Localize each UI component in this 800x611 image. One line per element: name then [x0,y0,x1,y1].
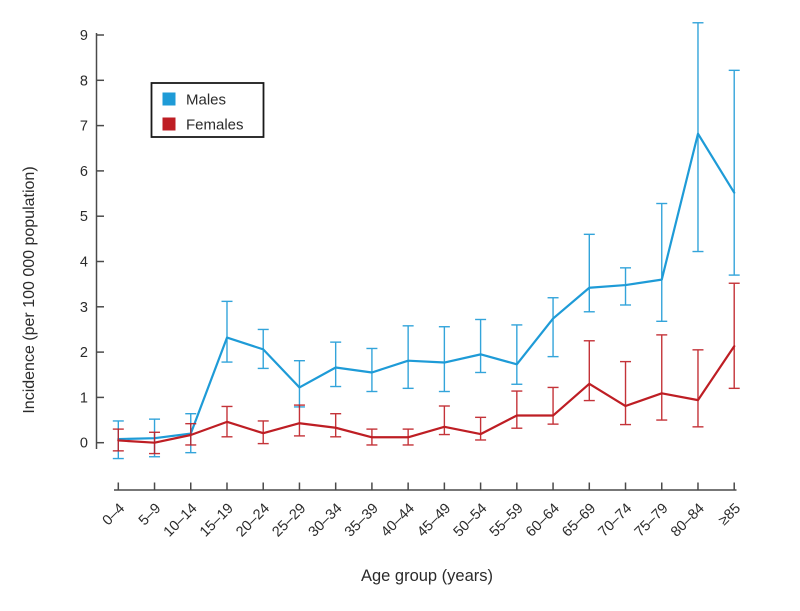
x-tick-label: 0–4 [100,501,128,529]
y-axis-title: Incidence (per 100 000 population) [21,166,38,413]
y-tick-label: 7 [80,119,88,135]
females-error-bars [112,282,740,455]
y-tick-label: 8 [80,73,88,89]
x-tick-label: 35–39 [342,501,382,541]
legend: Males Females [150,82,265,138]
y-tick-label: 9 [80,28,88,44]
x-axis: 0–4 5–910–1415–1920–2425–2930–3435–3940–4… [100,482,744,541]
x-tick-label: 80–84 [668,501,708,541]
x-tick-label: 25–29 [269,501,309,541]
x-tick-label: 60–64 [523,501,563,541]
x-tick-label: 45–49 [414,501,454,541]
y-tick-label: 4 [80,255,88,271]
y-tick-label: 2 [80,345,88,361]
y-tick-label: 1 [80,390,88,406]
x-tick-label: 15–19 [197,501,237,541]
x-tick-label: 65–69 [559,501,599,541]
x-tick-label: 70–74 [596,501,636,541]
x-tick-label: 10–14 [161,501,201,541]
x-tick-label: 55–59 [487,501,527,541]
y-tick-label: 0 [80,436,88,452]
x-tick-label: 40–44 [378,501,418,541]
x-tick-label: 20–24 [233,501,273,541]
y-axis: 0 1 2 3 4 5 6 7 8 9 [80,28,104,452]
females-legend-swatch [162,117,176,131]
x-tick-label: ≥85 [716,501,744,529]
x-axis-title: Age group (years) [361,567,493,585]
y-tick-label: 3 [80,300,88,316]
x-tick-label: 5–9 [136,501,164,529]
x-tick-label: 30–34 [306,501,346,541]
females-line [117,345,736,444]
y-tick-label: 5 [80,209,88,225]
x-tick-label: 50–54 [451,501,491,541]
x-tick-label: 75–79 [632,501,672,541]
y-tick-label: 6 [80,164,88,180]
males-legend-label: Males [186,92,226,109]
males-legend-swatch [162,92,176,106]
males-line [117,132,736,441]
females-legend-label: Females [186,117,244,134]
females-series [112,282,740,455]
series-layer [112,22,740,460]
